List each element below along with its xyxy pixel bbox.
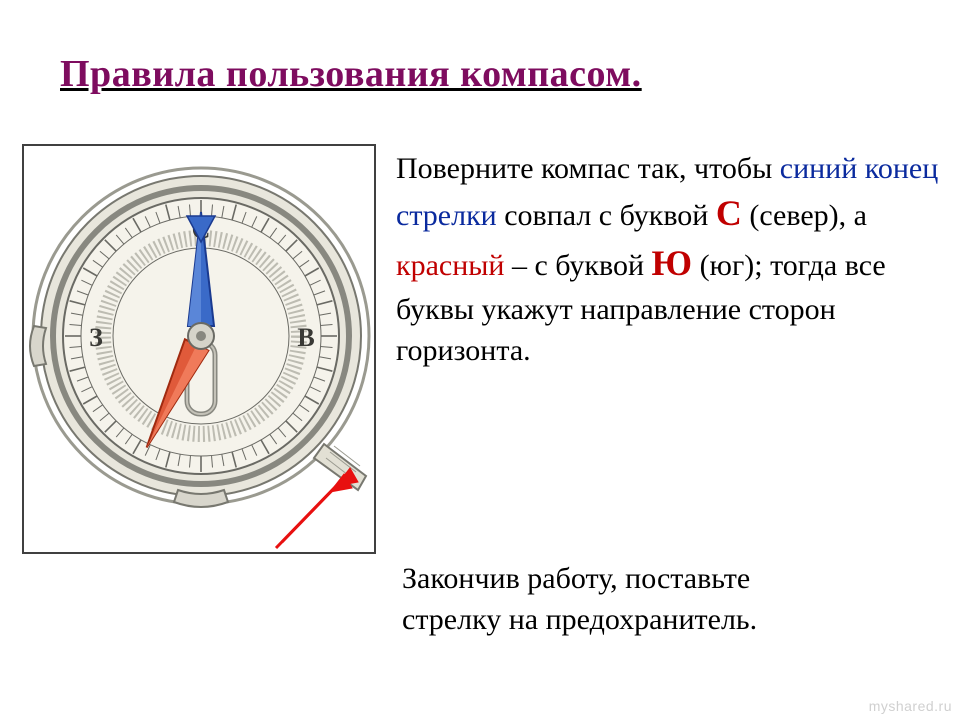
paragraph-1: Поверните компас так, чтобы синий конец … [396,148,940,372]
compass-west-label: З [89,323,103,352]
p1-seg3: (север), а [742,199,867,232]
compass-svg: С З В [24,146,376,554]
p1-red: красный [396,249,504,282]
compass-east-label: В [297,323,314,352]
p1-seg2: совпал с буквой [497,199,716,232]
watermark: myshared.ru [869,698,952,714]
page-title: Правила пользования компасом. [60,52,642,96]
title-text: Правила пользования компасом. [60,53,642,95]
paragraph-2: Закончив работу, поставьте стрелку на пр… [402,558,832,641]
p1-seg1: Поверните компас так, чтобы [396,152,780,185]
p1-letter-c: С [716,193,742,233]
p2-text: Закончив работу, поставьте стрелку на пр… [402,562,757,636]
compass-illustration: С З В [22,144,376,554]
p1-seg4: – с буквой [504,249,651,282]
p1-letter-yu: Ю [652,243,693,283]
